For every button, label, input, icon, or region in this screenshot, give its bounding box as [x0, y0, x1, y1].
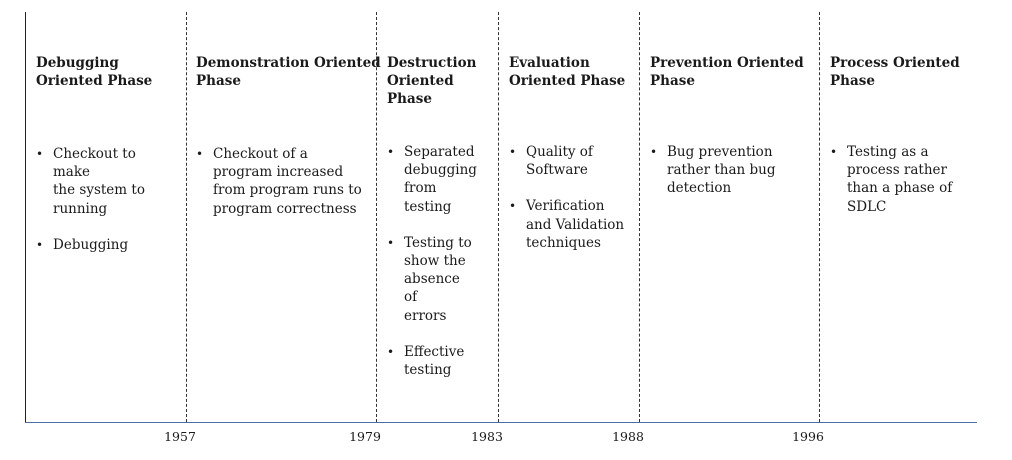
phase-title-line: Prevention Oriented: [650, 55, 804, 71]
phase-title-line: Debugging: [36, 55, 119, 71]
year-label-1983: 1983: [471, 429, 503, 444]
phase-bullet-item: Debugging: [36, 236, 152, 254]
phase-column-6: Process Oriented Phase Testing as a process…: [830, 54, 960, 215]
phase-bullet-item: Quality of Software: [509, 143, 624, 179]
timeline-left-axis: [25, 12, 26, 422]
phase-column-5: Prevention Oriented Phase Bug prevention ra…: [650, 54, 804, 196]
phase-column-3: Destruction Oriented Phase Separated debuggi…: [387, 54, 477, 378]
phase-divider-5: [819, 12, 820, 422]
phase-title: Demonstration Oriented Phase: [196, 54, 381, 90]
phase-title: Evaluation Oriented Phase: [509, 54, 625, 90]
phase-title-line: Destruction: [387, 55, 477, 71]
phase-title-line: Phase: [650, 73, 695, 89]
phase-column-2: Demonstration Oriented Phase Checkout of a…: [196, 54, 381, 217]
bullet-text-line: than a phase of: [847, 180, 953, 197]
bullet-text-line: debugging: [404, 162, 477, 179]
bullet-text-line: rather than bug: [667, 162, 776, 179]
phase-title-line: Demonstration Oriented: [196, 55, 381, 71]
phase-column-4: Evaluation Oriented Phase Quality of Softwa…: [509, 54, 625, 251]
phase-divider-4: [639, 12, 640, 422]
phase-title-line: Oriented Phase: [509, 73, 626, 89]
bullet-text-line: process rather: [847, 162, 947, 179]
bullet-text-line: Testing to: [404, 234, 472, 251]
year-label-1979: 1979: [349, 429, 381, 444]
bullet-text-line: program increased: [213, 164, 344, 181]
bullet-text-line: and Validation: [526, 216, 625, 233]
phase-divider-2: [376, 12, 377, 422]
bullet-text-line: from program runs to: [213, 182, 362, 199]
phase-title: Destruction Oriented Phase: [387, 54, 476, 108]
bullet-text-line: Quality of: [526, 144, 593, 160]
bullet-text-line: running: [53, 200, 108, 217]
bullet-text-line: Verification: [526, 198, 605, 215]
phase-divider-3: [498, 12, 499, 422]
bullet-text-line: Effective: [404, 343, 465, 360]
phase-bullet-item: Effective testing: [387, 343, 477, 379]
year-label-1957: 1957: [164, 429, 196, 444]
bullet-text-line: Checkout of a: [213, 146, 308, 162]
year-label-1996: 1996: [792, 429, 824, 444]
phase-title-line: Oriented Phase: [36, 73, 153, 89]
bullet-text-line: Debugging: [53, 236, 129, 253]
bullet-text-line: the system to: [53, 182, 145, 199]
phase-title-line: Oriented: [387, 73, 454, 89]
bullet-text-line: errors: [404, 307, 447, 324]
phase-title-line: Evaluation: [509, 55, 590, 71]
phase-title: Debugging Oriented Phase: [36, 54, 152, 90]
bullet-text-line: detection: [667, 180, 732, 197]
phase-divider-1: [186, 12, 187, 422]
bullet-text-line: show the: [404, 253, 466, 270]
bullet-text-line: program correctness: [213, 200, 357, 217]
bullet-text-line: Software: [526, 162, 588, 179]
bullet-text-line: Bug prevention: [667, 144, 773, 160]
phase-title-line: Phase: [830, 73, 875, 89]
bullet-text-line: Separated: [404, 144, 475, 160]
bullet-text-line: from testing: [404, 180, 452, 215]
bullet-text-line: SDLC: [847, 198, 887, 215]
phase-column-1: Debugging Oriented Phase Checkout to maket…: [36, 54, 152, 254]
phase-title-line: Process Oriented: [830, 55, 960, 71]
bullet-text-line: Checkout to make: [53, 146, 136, 181]
year-label-1988: 1988: [612, 429, 644, 444]
phase-title: Process Oriented Phase: [830, 54, 960, 90]
bullet-text-line: testing: [404, 362, 452, 379]
bullet-text-line: absence of: [404, 271, 460, 306]
phase-title-line: Phase: [196, 73, 241, 89]
phase-title: Prevention Oriented Phase: [650, 54, 804, 90]
timeline-bottom-axis: [25, 422, 977, 423]
phase-title-line: Phase: [387, 91, 432, 107]
bullet-text-line: techniques: [526, 234, 601, 251]
bullet-text-line: Testing as a: [847, 144, 929, 160]
